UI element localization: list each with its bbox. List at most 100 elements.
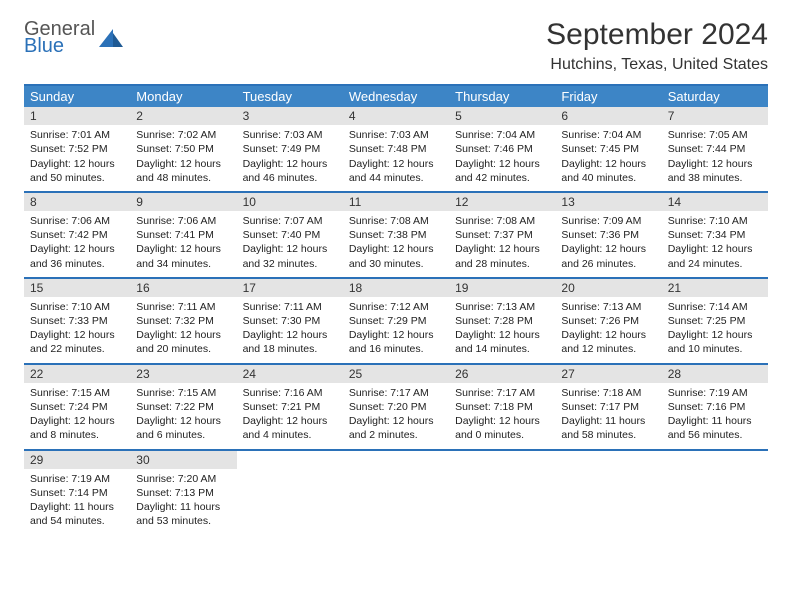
sunset-line: Sunset: 7:37 PM [455, 228, 549, 242]
daylight-line: Daylight: 12 hours and 20 minutes. [136, 328, 230, 356]
daylight-line: Daylight: 11 hours and 58 minutes. [561, 414, 655, 442]
sunrise-line: Sunrise: 7:04 AM [455, 128, 549, 142]
sunrise-line: Sunrise: 7:18 AM [561, 386, 655, 400]
day-number: 5 [449, 107, 555, 125]
daylight-line: Daylight: 12 hours and 40 minutes. [561, 157, 655, 185]
sunset-line: Sunset: 7:28 PM [455, 314, 549, 328]
sunrise-line: Sunrise: 7:01 AM [30, 128, 124, 142]
sunset-line: Sunset: 7:33 PM [30, 314, 124, 328]
calendar-row: 1Sunrise: 7:01 AMSunset: 7:52 PMDaylight… [24, 107, 768, 192]
day-number: 3 [237, 107, 343, 125]
day-body: Sunrise: 7:15 AMSunset: 7:22 PMDaylight:… [130, 383, 236, 449]
calendar-table: Sunday Monday Tuesday Wednesday Thursday… [24, 84, 768, 534]
calendar-cell [449, 450, 555, 535]
daylight-line: Daylight: 12 hours and 38 minutes. [668, 157, 762, 185]
day-body: Sunrise: 7:03 AMSunset: 7:49 PMDaylight:… [237, 125, 343, 191]
daylight-line: Daylight: 12 hours and 14 minutes. [455, 328, 549, 356]
calendar-cell: 24Sunrise: 7:16 AMSunset: 7:21 PMDayligh… [237, 364, 343, 450]
sunset-line: Sunset: 7:44 PM [668, 142, 762, 156]
daylight-line: Daylight: 12 hours and 10 minutes. [668, 328, 762, 356]
sunset-line: Sunset: 7:21 PM [243, 400, 337, 414]
day-body: Sunrise: 7:11 AMSunset: 7:30 PMDaylight:… [237, 297, 343, 363]
sunrise-line: Sunrise: 7:11 AM [136, 300, 230, 314]
sunrise-line: Sunrise: 7:11 AM [243, 300, 337, 314]
day-body: Sunrise: 7:17 AMSunset: 7:20 PMDaylight:… [343, 383, 449, 449]
sunrise-line: Sunrise: 7:19 AM [30, 472, 124, 486]
weekday-header: Wednesday [343, 85, 449, 107]
sunrise-line: Sunrise: 7:04 AM [561, 128, 655, 142]
calendar-cell: 28Sunrise: 7:19 AMSunset: 7:16 PMDayligh… [662, 364, 768, 450]
sunrise-line: Sunrise: 7:19 AM [668, 386, 762, 400]
daylight-line: Daylight: 12 hours and 2 minutes. [349, 414, 443, 442]
calendar-row: 8Sunrise: 7:06 AMSunset: 7:42 PMDaylight… [24, 192, 768, 278]
day-body: Sunrise: 7:14 AMSunset: 7:25 PMDaylight:… [662, 297, 768, 363]
day-number: 28 [662, 365, 768, 383]
day-number: 29 [24, 451, 130, 469]
calendar-cell: 17Sunrise: 7:11 AMSunset: 7:30 PMDayligh… [237, 278, 343, 364]
calendar-row: 29Sunrise: 7:19 AMSunset: 7:14 PMDayligh… [24, 450, 768, 535]
weekday-header: Saturday [662, 85, 768, 107]
daylight-line: Daylight: 12 hours and 12 minutes. [561, 328, 655, 356]
calendar-cell: 23Sunrise: 7:15 AMSunset: 7:22 PMDayligh… [130, 364, 236, 450]
day-number: 12 [449, 193, 555, 211]
calendar-cell: 16Sunrise: 7:11 AMSunset: 7:32 PMDayligh… [130, 278, 236, 364]
sunrise-line: Sunrise: 7:14 AM [668, 300, 762, 314]
day-number: 23 [130, 365, 236, 383]
logo-mark-icon [99, 27, 125, 51]
day-number: 10 [237, 193, 343, 211]
day-body: Sunrise: 7:05 AMSunset: 7:44 PMDaylight:… [662, 125, 768, 191]
calendar-cell: 29 Sunrise: 7:19 AMSunset: 7:14 PMDayligh… [24, 450, 130, 535]
calendar-cell: 10Sunrise: 7:07 AMSunset: 7:40 PMDayligh… [237, 192, 343, 278]
day-number: 27 [555, 365, 661, 383]
daylight-line: Daylight: 11 hours and 53 minutes. [136, 500, 230, 528]
day-number: 26 [449, 365, 555, 383]
daylight-line: Daylight: 12 hours and 30 minutes. [349, 242, 443, 270]
sunrise-line: Sunrise: 7:06 AM [136, 214, 230, 228]
daylight-line: Daylight: 12 hours and 48 minutes. [136, 157, 230, 185]
sunset-line: Sunset: 7:24 PM [30, 400, 124, 414]
title-block: September 2024 Hutchins, Texas, United S… [546, 18, 768, 74]
day-number: 2 [130, 107, 236, 125]
sunrise-line: Sunrise: 7:08 AM [349, 214, 443, 228]
day-body: Sunrise: 7:10 AMSunset: 7:33 PMDaylight:… [24, 297, 130, 363]
calendar-cell: 22Sunrise: 7:15 AMSunset: 7:24 PMDayligh… [24, 364, 130, 450]
daylight-line: Daylight: 12 hours and 26 minutes. [561, 242, 655, 270]
sunset-line: Sunset: 7:13 PM [136, 486, 230, 500]
sunset-line: Sunset: 7:36 PM [561, 228, 655, 242]
daylight-line: Daylight: 12 hours and 22 minutes. [30, 328, 124, 356]
sunrise-line: Sunrise: 7:10 AM [668, 214, 762, 228]
day-number: 14 [662, 193, 768, 211]
sunrise-line: Sunrise: 7:02 AM [136, 128, 230, 142]
day-body: Sunrise: 7:06 AMSunset: 7:41 PMDaylight:… [130, 211, 236, 277]
calendar-cell: 12Sunrise: 7:08 AMSunset: 7:37 PMDayligh… [449, 192, 555, 278]
sunrise-line: Sunrise: 7:08 AM [455, 214, 549, 228]
day-body: Sunrise: 7:12 AMSunset: 7:29 PMDaylight:… [343, 297, 449, 363]
calendar-cell: 14Sunrise: 7:10 AMSunset: 7:34 PMDayligh… [662, 192, 768, 278]
sunset-line: Sunset: 7:34 PM [668, 228, 762, 242]
day-number: 22 [24, 365, 130, 383]
sunset-line: Sunset: 7:22 PM [136, 400, 230, 414]
calendar-cell [343, 450, 449, 535]
calendar-cell: 8Sunrise: 7:06 AMSunset: 7:42 PMDaylight… [24, 192, 130, 278]
sunset-line: Sunset: 7:48 PM [349, 142, 443, 156]
calendar-cell: 15Sunrise: 7:10 AMSunset: 7:33 PMDayligh… [24, 278, 130, 364]
day-body: Sunrise: 7:04 AMSunset: 7:45 PMDaylight:… [555, 125, 661, 191]
day-number: 17 [237, 279, 343, 297]
daylight-line: Daylight: 11 hours and 54 minutes. [30, 500, 124, 528]
daylight-line: Daylight: 12 hours and 34 minutes. [136, 242, 230, 270]
daylight-line: Daylight: 12 hours and 8 minutes. [30, 414, 124, 442]
calendar-cell: 4Sunrise: 7:03 AMSunset: 7:48 PMDaylight… [343, 107, 449, 192]
day-body: Sunrise: 7:19 AMSunset: 7:16 PMDaylight:… [662, 383, 768, 449]
daylight-line: Daylight: 12 hours and 44 minutes. [349, 157, 443, 185]
day-number: 13 [555, 193, 661, 211]
sunset-line: Sunset: 7:14 PM [30, 486, 124, 500]
calendar-cell: 18Sunrise: 7:12 AMSunset: 7:29 PMDayligh… [343, 278, 449, 364]
sunset-line: Sunset: 7:30 PM [243, 314, 337, 328]
day-body: Sunrise: 7:06 AMSunset: 7:42 PMDaylight:… [24, 211, 130, 277]
calendar-cell: 20Sunrise: 7:13 AMSunset: 7:26 PMDayligh… [555, 278, 661, 364]
daylight-line: Daylight: 12 hours and 6 minutes. [136, 414, 230, 442]
weekday-header: Monday [130, 85, 236, 107]
sunrise-line: Sunrise: 7:05 AM [668, 128, 762, 142]
calendar-cell: 6Sunrise: 7:04 AMSunset: 7:45 PMDaylight… [555, 107, 661, 192]
daylight-line: Daylight: 12 hours and 32 minutes. [243, 242, 337, 270]
